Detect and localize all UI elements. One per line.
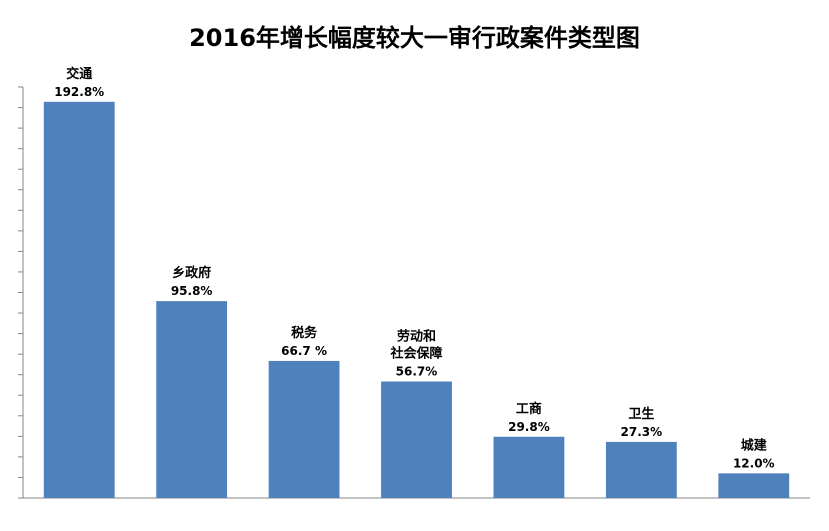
bar-1 — [156, 301, 228, 498]
chart-title: 2016年增长幅度较大一审行政案件类型图 — [189, 24, 640, 52]
category-label: 卫生 — [628, 406, 654, 422]
bar-0 — [43, 101, 115, 499]
category-label: 税务 — [291, 325, 318, 341]
bar-3 — [381, 381, 452, 498]
category-label: 城建 — [741, 437, 767, 453]
value-label: 66.7 % — [281, 344, 327, 358]
value-label: 95.8% — [171, 284, 213, 298]
bar-4 — [493, 436, 565, 498]
category-label: 社会保障 — [389, 345, 442, 361]
value-label: 29.8% — [508, 420, 550, 434]
bar-5 — [605, 441, 677, 498]
category-label: 劳动和 — [397, 328, 436, 344]
value-label: 27.3% — [621, 425, 663, 439]
bars — [43, 101, 790, 499]
category-label: 工商 — [516, 401, 542, 417]
bar-6 — [718, 473, 790, 498]
value-label: 192.8% — [54, 85, 104, 99]
bar-2 — [268, 360, 340, 498]
y-axis-ticks — [18, 86, 23, 499]
category-label: 交通 — [66, 66, 92, 82]
category-label: 乡政府 — [172, 265, 211, 281]
value-label: 56.7% — [396, 364, 438, 378]
value-label: 12.0% — [733, 456, 775, 470]
